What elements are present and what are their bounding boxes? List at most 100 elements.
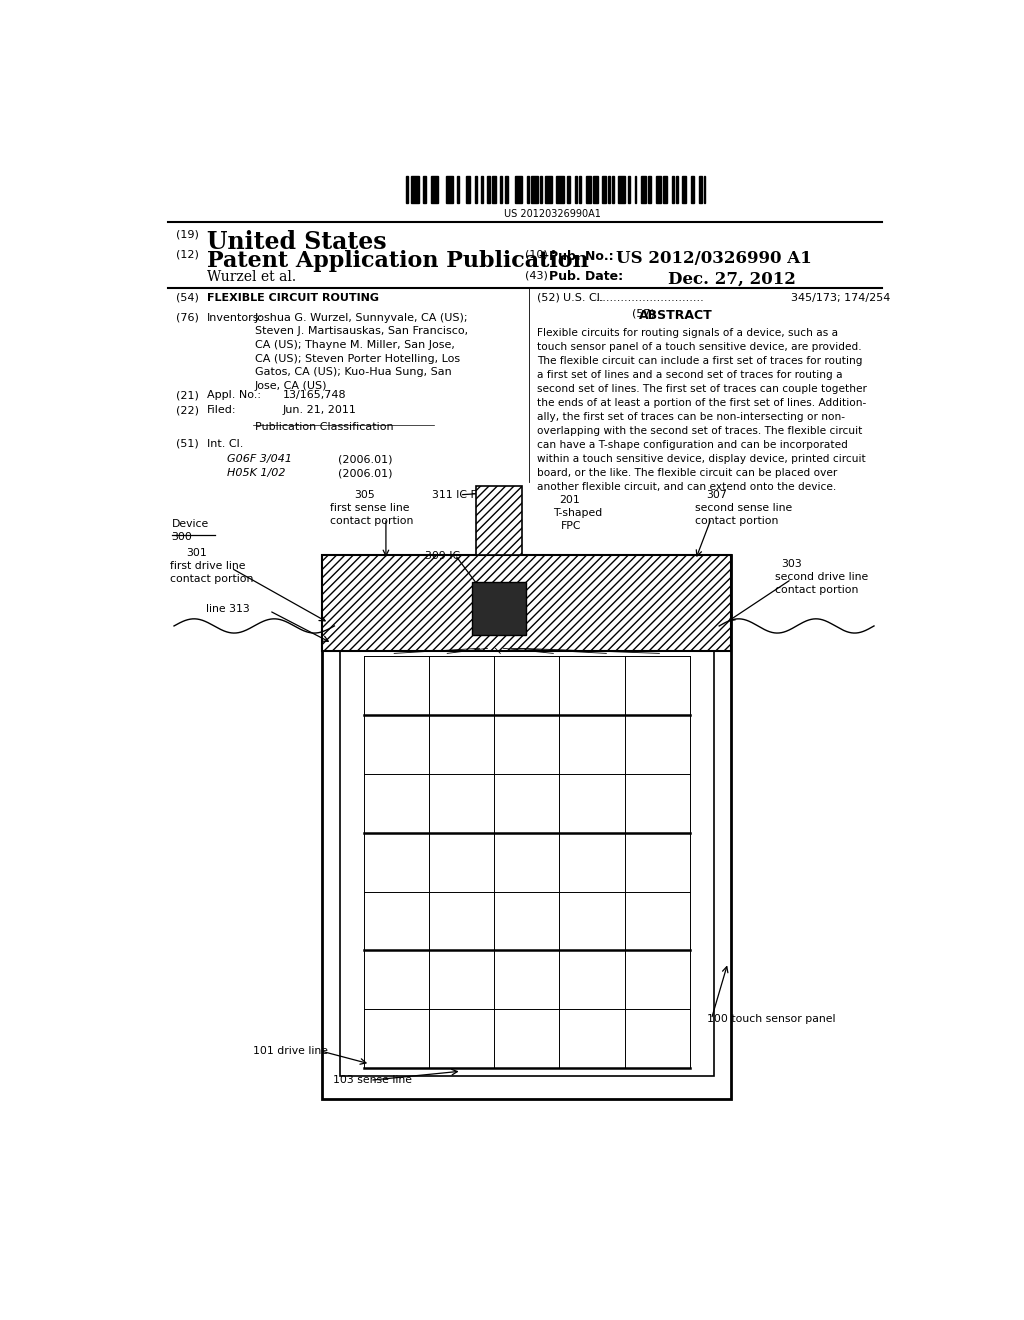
Text: second set of lines. The first set of traces can couple together: second set of lines. The first set of tr… [537,384,866,395]
Text: second drive line: second drive line [775,572,868,582]
Bar [515,176,522,203]
Text: (12): (12) [176,249,199,260]
Text: board, or the like. The flexible circuit can be placed over: board, or the like. The flexible circuit… [537,469,837,478]
Text: contact portion: contact portion [775,585,858,595]
Text: 100 touch sensor panel: 100 touch sensor panel [708,1014,836,1024]
Text: 305: 305 [354,490,375,500]
Bar [574,176,577,203]
Bar [481,176,483,203]
Bar [505,176,508,203]
Text: (22): (22) [176,405,199,416]
Text: US 2012/0326990 A1: US 2012/0326990 A1 [616,249,812,267]
Text: the ends of at least a portion of the first set of lines. Addition-: the ends of at least a portion of the fi… [537,399,866,408]
Text: FPC: FPC [561,521,582,531]
Bar [412,176,419,203]
Text: The flexible circuit can include a first set of traces for routing: The flexible circuit can include a first… [537,356,862,366]
Text: 201: 201 [559,495,580,504]
Text: touch sensor panel of a touch sensitive device, are provided.: touch sensor panel of a touch sensitive … [537,342,861,352]
Text: Jun. 21, 2011: Jun. 21, 2011 [283,405,356,416]
Text: contact portion: contact portion [331,516,414,527]
Text: (51): (51) [176,440,199,449]
Text: 13/165,748: 13/165,748 [283,391,346,400]
Text: contact portion: contact portion [695,516,779,527]
Bar [406,176,408,203]
Text: (10): (10) [524,249,548,260]
Text: 300: 300 [172,532,193,543]
Bar [457,176,459,203]
Text: 307: 307 [706,490,726,500]
Bar [527,176,529,203]
Text: ally, the first set of traces can be non-intersecting or non-: ally, the first set of traces can be non… [537,412,845,422]
Text: (2006.01): (2006.01) [338,454,393,465]
Bar [641,176,646,203]
Bar [690,176,694,203]
Bar [628,176,630,203]
Text: within a touch sensitive device, display device, printed circuit: within a touch sensitive device, display… [537,454,865,465]
Text: Inventors:: Inventors: [207,313,263,323]
Text: Pub. No.:: Pub. No.: [549,249,613,263]
Bar [617,176,626,203]
Text: Patent Application Publication: Patent Application Publication [207,249,589,272]
Text: (43): (43) [524,271,548,280]
Text: overlapping with the second set of traces. The flexible circuit: overlapping with the second set of trace… [537,426,862,437]
Text: first sense line: first sense line [331,503,410,513]
Bar [340,577,714,1076]
Text: 303: 303 [781,558,802,569]
Bar [586,176,591,203]
Text: H05K 1/02: H05K 1/02 [227,469,286,478]
Bar [487,176,489,203]
Bar [467,176,470,203]
Bar [594,176,598,203]
Bar [647,176,651,203]
Text: G06F 3/041: G06F 3/041 [227,454,292,465]
Bar [541,176,542,203]
Text: Device: Device [172,519,209,529]
Text: Filed:: Filed: [207,405,237,416]
Text: Pub. Date:: Pub. Date: [549,271,623,284]
Text: (19): (19) [176,230,199,239]
Text: 103 sense line: 103 sense line [333,1076,412,1085]
Text: a first set of lines and a second set of traces for routing a: a first set of lines and a second set of… [537,370,843,380]
Bar [492,176,497,203]
Text: (52): (52) [537,293,559,302]
Bar [663,176,668,203]
Bar [472,582,526,635]
Bar [545,176,552,203]
Text: FLEXIBLE CIRCUIT ROUTING: FLEXIBLE CIRCUIT ROUTING [207,293,379,302]
Text: another flexible circuit, and can extend onto the device.: another flexible circuit, and can extend… [537,482,836,492]
Text: (54): (54) [176,293,199,302]
Bar [323,554,731,1098]
Bar [500,176,502,203]
Bar [703,176,706,203]
Text: line 313: line 313 [206,603,250,614]
Text: (76): (76) [176,313,199,323]
Text: United States: United States [207,230,387,253]
Bar [699,176,701,203]
Text: T-shaped: T-shaped [553,508,602,517]
Bar [567,176,570,203]
Bar [682,176,686,203]
Bar [676,176,678,203]
Text: Dec. 27, 2012: Dec. 27, 2012 [668,271,796,288]
Bar [475,176,477,203]
Text: contact portion: contact portion [170,574,253,585]
Text: 311 IC FPC: 311 IC FPC [432,490,490,500]
Text: (57): (57) [632,309,654,319]
Bar [445,176,454,203]
Text: 301: 301 [186,548,207,557]
Bar [431,176,438,203]
Text: first drive line: first drive line [170,561,246,570]
Bar [672,176,674,203]
Text: can have a T-shape configuration and can be incorporated: can have a T-shape configuration and can… [537,441,848,450]
Bar [580,176,582,203]
Bar [530,176,539,203]
Text: 309 IC: 309 IC [425,550,460,561]
Text: Wurzel et al.: Wurzel et al. [207,271,297,284]
Text: Publication Classification: Publication Classification [255,421,393,432]
Bar [476,486,522,554]
Bar [423,176,426,203]
Bar [323,554,731,651]
Bar [556,176,563,203]
Text: ABSTRACT: ABSTRACT [639,309,713,322]
Text: Flexible circuits for routing signals of a device, such as a: Flexible circuits for routing signals of… [537,329,838,338]
